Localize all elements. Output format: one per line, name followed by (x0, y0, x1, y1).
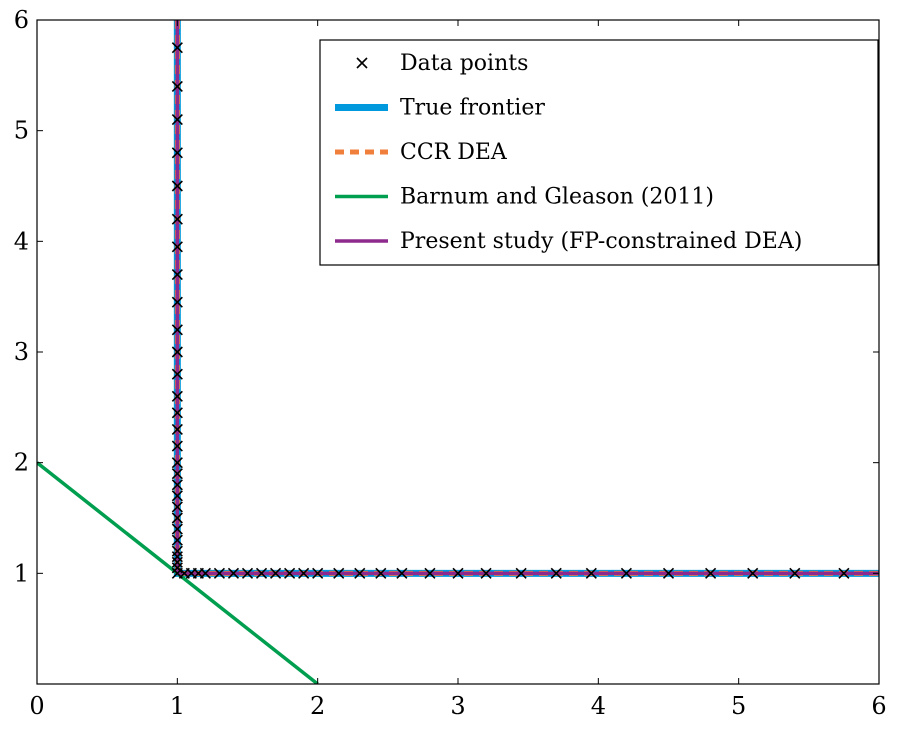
data-point (171, 390, 183, 402)
legend: Data points True frontier CCR DEA Barnum an… (319, 39, 879, 266)
data-point (171, 512, 183, 524)
legend-label: Data points (400, 51, 528, 76)
data-point (171, 180, 183, 192)
data-point (171, 556, 183, 568)
data-point (171, 80, 183, 92)
data-point (356, 57, 368, 69)
legend-label: True frontier (400, 96, 545, 121)
data-point (424, 567, 436, 579)
data-point (354, 567, 366, 579)
data-point (789, 567, 801, 579)
data-point (171, 368, 183, 380)
y-tick-label: 6 (14, 6, 29, 34)
data-point (705, 567, 717, 579)
data-point (171, 296, 183, 308)
data-point (312, 567, 324, 579)
data-point (171, 562, 183, 574)
data-point (171, 501, 183, 513)
data-point (333, 567, 345, 579)
x-tick-label: 0 (29, 692, 44, 720)
data-point (171, 423, 183, 436)
x-tick-label: 4 (591, 692, 606, 720)
plot-area (37, 20, 879, 684)
data-point (662, 567, 675, 579)
data-point (171, 407, 183, 419)
x-tick-label: 2 (310, 692, 325, 720)
legend-label: Barnum and Gleason (2011) (400, 185, 714, 210)
data-point (620, 567, 632, 579)
data-point (396, 567, 408, 579)
data-point (452, 567, 464, 579)
data-point (838, 567, 850, 579)
data-point (255, 567, 268, 579)
data-point (171, 545, 183, 557)
data-point (298, 567, 310, 579)
data-point (270, 567, 282, 579)
data-point (171, 346, 183, 358)
data-point (375, 567, 387, 579)
data-point (515, 567, 527, 579)
data-point (171, 324, 183, 336)
x-tick-label: 3 (450, 692, 465, 720)
data-point (213, 567, 225, 579)
y-tick-label: 1 (14, 559, 29, 587)
data-point (171, 268, 183, 281)
data-point (171, 241, 183, 253)
data-point (171, 551, 183, 563)
data-point (171, 468, 183, 480)
data-point (171, 42, 183, 54)
plot-frame (36, 19, 880, 685)
x-tick-label: 5 (731, 692, 746, 720)
y-tick-label: 5 (14, 117, 29, 145)
x-tick-label: 6 (871, 692, 886, 720)
legend-label: Present study (FP-constrained DEA) (400, 229, 802, 254)
data-point (171, 114, 183, 126)
y-tick-label: 2 (14, 449, 29, 477)
legend-box (319, 39, 879, 266)
data-point (171, 147, 183, 159)
data-point (171, 213, 183, 225)
legend-label: CCR DEA (400, 140, 508, 165)
data-point (171, 457, 183, 469)
data-point (171, 479, 183, 491)
data-point (550, 567, 562, 579)
data-point (171, 523, 183, 535)
x-tick-label: 1 (170, 692, 185, 720)
data-point (171, 534, 183, 546)
data-point (171, 440, 183, 452)
data-point (241, 567, 254, 579)
data-point (199, 567, 211, 579)
data-point (284, 567, 296, 579)
data-point (585, 567, 597, 579)
data-point (227, 567, 240, 579)
data-point (747, 567, 759, 579)
data-point (171, 490, 183, 502)
data-point (480, 567, 492, 579)
y-tick-label: 4 (14, 227, 29, 255)
y-tick-label: 3 (14, 338, 29, 366)
